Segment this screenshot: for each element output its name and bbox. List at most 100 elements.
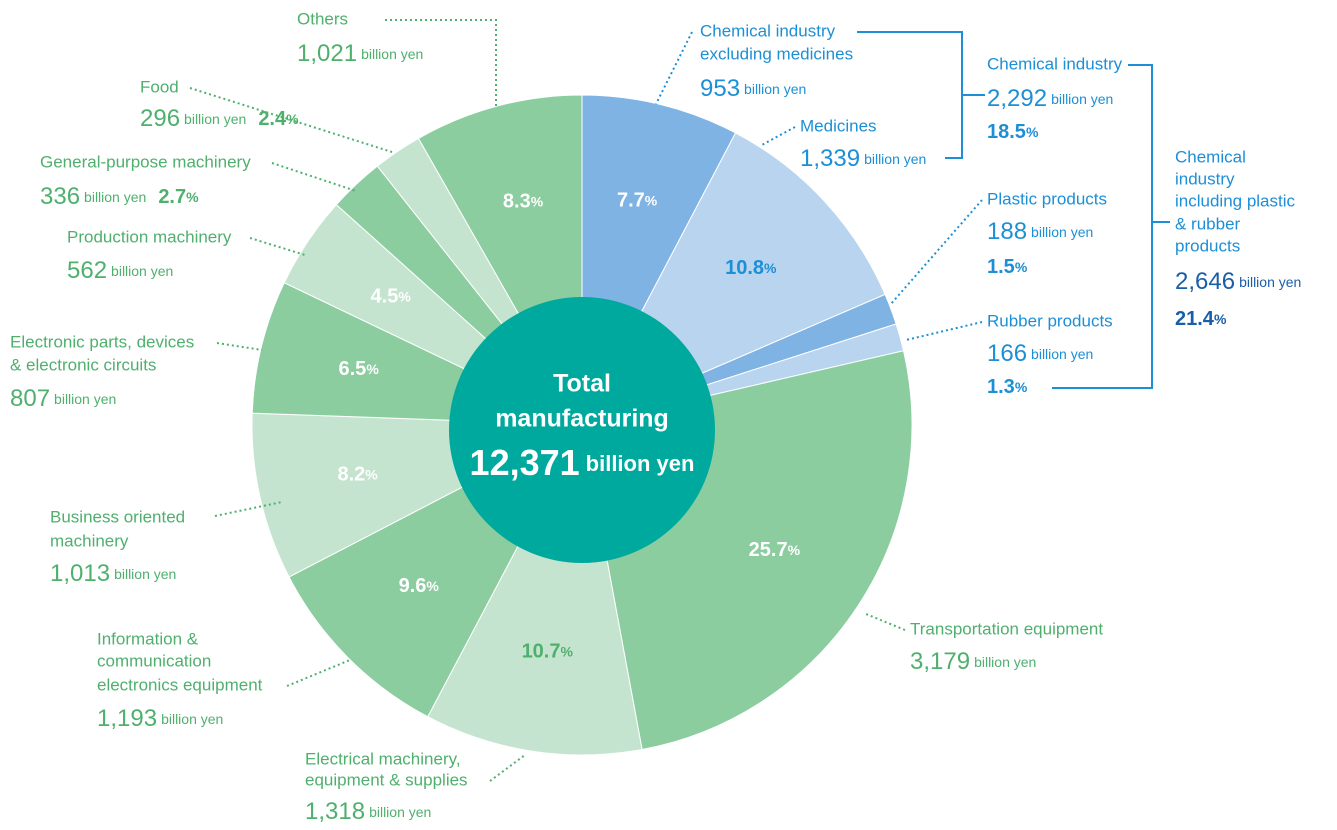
- value-unit: billion yen: [111, 263, 173, 279]
- percent-unit: %: [286, 111, 299, 127]
- group-name: Chemical: [1175, 147, 1246, 166]
- group-name: & rubber: [1175, 214, 1241, 233]
- slice-name: & electronic circuits: [10, 355, 156, 374]
- value-number: 336: [40, 183, 80, 210]
- percent-unit: %: [1026, 124, 1039, 140]
- leader-line: [385, 19, 497, 106]
- leader-line: [216, 342, 263, 351]
- value-unit: billion yen: [1031, 224, 1093, 240]
- leader-line: [759, 126, 796, 147]
- slice-name: Production machinery: [67, 227, 232, 246]
- value-number: 562: [67, 257, 107, 284]
- percent-unit: %: [366, 361, 379, 377]
- leader-line: [889, 199, 983, 306]
- value-label: 1,318 billion yen: [305, 798, 431, 825]
- percent-unit: %: [426, 578, 439, 594]
- percent-number: 2.7: [158, 186, 186, 208]
- value-label: 166 billion yen: [987, 340, 1093, 367]
- percent-number: 6.5: [339, 358, 367, 380]
- leader-line: [655, 31, 693, 105]
- slice-name: Others: [297, 9, 348, 28]
- percent-unit: %: [186, 189, 199, 205]
- total-name: manufacturing: [495, 405, 669, 433]
- percent-unit: %: [398, 288, 411, 304]
- value-label: 336 billion yen 2.7%: [40, 183, 199, 210]
- percent-unit: %: [561, 643, 574, 659]
- percent-number: 21.4: [1175, 308, 1215, 330]
- leader-line: [271, 162, 357, 192]
- value-label: 296 billion yen 2.4%: [140, 105, 299, 132]
- value-unit: billion yen: [161, 711, 223, 727]
- slice-name: Chemical industry: [700, 21, 836, 40]
- group-name: products: [1175, 236, 1240, 255]
- value-unit: billion yen: [54, 391, 116, 407]
- percent-unit: %: [645, 192, 658, 208]
- percent-number: 10.8: [725, 257, 764, 279]
- percent-number: 1.3: [987, 376, 1015, 398]
- percent-label: 4.5%: [371, 286, 412, 308]
- value-unit: billion yen: [1051, 91, 1113, 107]
- slice-name: equipment & supplies: [305, 770, 468, 789]
- value-number: 166: [987, 340, 1027, 367]
- percent-label: 18.5%: [987, 121, 1039, 143]
- value-unit: billion yen: [1239, 274, 1301, 290]
- value-label: 2,292 billion yen: [987, 85, 1113, 112]
- percent-unit: %: [365, 466, 378, 482]
- bracket: [857, 31, 985, 159]
- value-label: 2,646 billion yen: [1175, 268, 1301, 295]
- value-label: 3,179 billion yen: [910, 648, 1036, 675]
- leader-line: [189, 87, 393, 153]
- value-number: 1,318: [305, 798, 365, 825]
- percent-label: 7.7%: [617, 190, 658, 212]
- percent-label: 10.7%: [522, 641, 574, 663]
- slice-name: Plastic products: [987, 189, 1107, 208]
- center-circle: [449, 297, 715, 563]
- percent-label: 25.7%: [749, 539, 801, 561]
- slice-name: Transportation equipment: [910, 619, 1103, 638]
- percent-number: 8.2: [337, 464, 365, 486]
- value-number: 2,646: [1175, 268, 1235, 295]
- value-number: 807: [10, 385, 50, 412]
- percent-number: 2.4: [258, 108, 287, 130]
- value-unit: billion yen: [1031, 346, 1093, 362]
- leader-line: [249, 237, 306, 256]
- percent-label: 1.3%: [987, 376, 1028, 398]
- value-unit: billion yen: [361, 46, 423, 62]
- slice-name: Medicines: [800, 116, 877, 135]
- value-label: 1,013 billion yen: [50, 560, 176, 587]
- leader-line: [905, 321, 983, 341]
- group-name: industry: [1175, 169, 1235, 188]
- value-unit: billion yen: [974, 654, 1036, 670]
- percent-label: 21.4%: [1175, 308, 1227, 330]
- value-unit: billion yen: [184, 111, 246, 127]
- percent-number: 25.7: [749, 539, 788, 561]
- value-number: 1,339: [800, 145, 860, 172]
- percent-label: 2.4%: [258, 108, 299, 130]
- value-unit: billion yen: [84, 189, 146, 205]
- value-label: 188 billion yen: [987, 218, 1093, 245]
- percent-label: 10.8%: [725, 257, 777, 279]
- percent-label: 1.5%: [987, 256, 1028, 278]
- value-number: 296: [140, 105, 180, 132]
- leader-line: [286, 659, 351, 687]
- percent-label: 8.3%: [503, 191, 544, 213]
- value-number: 2,292: [987, 85, 1047, 112]
- slice-name: Rubber products: [987, 311, 1113, 330]
- group-name: Chemical industry: [987, 54, 1123, 73]
- value-label: 1,339 billion yen: [800, 145, 926, 172]
- value-unit: billion yen: [369, 804, 431, 820]
- value-number: 953: [700, 75, 740, 102]
- value-label: 807 billion yen: [10, 385, 116, 412]
- slice-name: machinery: [50, 531, 129, 550]
- value-unit: billion yen: [114, 566, 176, 582]
- value-number: 1,021: [297, 40, 357, 67]
- percent-number: 10.7: [522, 641, 561, 663]
- slice-name: electronics equipment: [97, 675, 263, 694]
- percent-label: 9.6%: [399, 575, 440, 597]
- percent-unit: %: [764, 259, 777, 275]
- percent-number: 1.5: [987, 256, 1015, 278]
- percent-number: 18.5: [987, 121, 1026, 143]
- value-number: 1,013: [50, 560, 110, 587]
- total-value: 12,371 billion yen: [470, 442, 695, 483]
